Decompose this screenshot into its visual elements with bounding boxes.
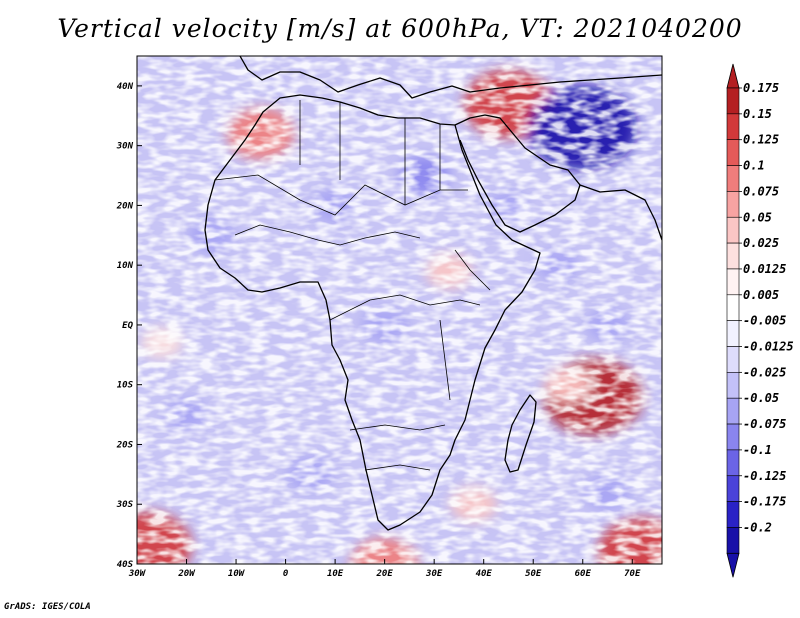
lat-tick-label: 20S <box>116 440 134 450</box>
colorbar-swatch <box>726 397 740 425</box>
lat-tick-label: 40N <box>117 82 134 92</box>
border-central <box>329 294 481 321</box>
lat-tick-label: 20N <box>116 201 134 211</box>
colorbar-swatch <box>726 165 740 192</box>
country-borders <box>214 100 491 471</box>
border-south <box>349 424 446 471</box>
colorbar-swatch <box>726 294 740 321</box>
lat-tick-label: 30S <box>116 500 134 510</box>
colorbar-label: -0.125 <box>743 469 786 483</box>
lon-tick-label: 40E <box>476 569 493 579</box>
colorbar-swatch <box>726 372 740 399</box>
africa-coastline <box>204 94 541 531</box>
colorbar-label: 0.0125 <box>743 262 786 276</box>
lat-tick-label: 10S <box>117 381 134 391</box>
colorbar-bottom-arrow <box>726 552 740 578</box>
lon-tick-label: 0 <box>283 569 289 579</box>
colorbar-label: 0.075 <box>743 184 779 198</box>
colorbar-swatch <box>726 501 740 528</box>
colorbar-swatch <box>726 242 740 270</box>
colorbar-label: -0.0125 <box>743 340 794 354</box>
software-credit: GrADS: IGES/COLA <box>4 602 91 612</box>
lat-tick-label: 40S <box>117 560 134 570</box>
velocity-field <box>137 56 662 564</box>
latitude-axis: 40N 30N 20N 10N EQ 10S 20S 30S 40S <box>116 82 142 570</box>
colorbar-label: -0.1 <box>743 443 772 457</box>
border-sahara <box>214 174 468 216</box>
lat-tick-label: 30N <box>116 142 134 152</box>
lon-tick-label: 60E <box>575 569 592 579</box>
lon-tick-label: 20E <box>376 569 394 579</box>
colorbar-label: 0.025 <box>743 236 779 250</box>
colorbar-label: 0.005 <box>743 288 779 302</box>
madagascar-coastline <box>504 394 537 473</box>
colorbar-label: -0.175 <box>743 495 786 509</box>
border-north <box>299 100 441 205</box>
colorbar-top-arrow <box>726 63 740 89</box>
colorbar-swatch <box>726 191 740 218</box>
colorbar-swatch <box>726 113 740 140</box>
coastlines <box>204 56 662 531</box>
field-texture <box>137 56 662 564</box>
border-west <box>234 224 421 246</box>
colorbar-label: -0.075 <box>743 417 786 431</box>
colorbar-swatch <box>726 475 740 502</box>
lon-tick-label: 20W <box>177 569 196 579</box>
colorbar-swatch <box>726 346 740 373</box>
arabia-coastline <box>454 114 581 233</box>
border-east <box>439 249 491 401</box>
colorbar-label: -0.05 <box>743 391 779 405</box>
lon-tick-label: 30E <box>425 569 443 579</box>
lon-tick-label: 70E <box>624 569 641 579</box>
colorbar-label: -0.025 <box>743 365 786 379</box>
lat-tick-label: 10N <box>117 261 134 271</box>
colorbar-label: 0.1 <box>743 159 765 173</box>
colorbar-label: 0.05 <box>743 210 772 224</box>
lon-tick-label: 10E <box>327 569 344 579</box>
colorbar-swatch <box>726 320 740 347</box>
colorbar: 0.175 0.15 0.125 0.1 0.075 0.05 0.025 0.0125 0.0… <box>726 63 794 578</box>
colorbar-swatch <box>726 139 740 166</box>
longitude-axis: 30W 20W 10W 0 10E 20E 30E 40E 50E 60E 70E <box>128 559 641 579</box>
colorbar-swatch <box>726 527 740 554</box>
lon-tick-label: 50E <box>525 569 542 579</box>
colorbar-label: 0.175 <box>743 81 779 95</box>
lon-tick-label: 30W <box>128 569 147 579</box>
colorbar-label: 0.125 <box>743 133 779 147</box>
map-title: Vertical velocity [m/s] at 600hPa, VT: 2… <box>57 14 743 43</box>
europe-coastline <box>239 56 662 99</box>
colorbar-swatch <box>726 423 740 451</box>
colorbar-swatch <box>726 449 740 477</box>
colorbar-label: -0.2 <box>743 520 772 534</box>
colorbar-swatch <box>726 268 740 296</box>
colorbar-label: -0.005 <box>743 314 786 328</box>
map-frame <box>136 55 663 565</box>
lon-tick-label: 10W <box>228 569 246 579</box>
lat-tick-label: EQ <box>122 321 133 331</box>
colorbar-swatch <box>726 216 740 244</box>
asia-coastline <box>579 184 662 241</box>
colorbar-label: 0.15 <box>743 107 772 121</box>
colorbar-swatch <box>726 87 740 115</box>
